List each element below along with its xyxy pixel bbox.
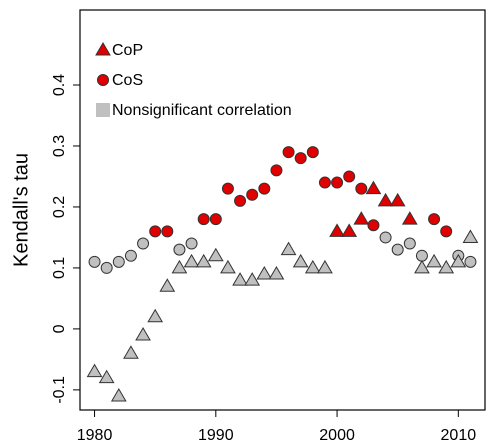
point [149, 225, 162, 238]
point [367, 219, 380, 232]
legend-label: CoP [112, 42, 143, 59]
point [428, 213, 441, 226]
point [426, 253, 442, 268]
point [246, 188, 259, 201]
point [234, 194, 247, 207]
point [268, 266, 285, 280]
point [161, 225, 174, 238]
point [112, 255, 125, 268]
point [123, 345, 139, 359]
point [379, 231, 392, 244]
point [280, 241, 297, 256]
legend-label: Nonsignificant correlation [112, 102, 292, 119]
point [438, 259, 455, 274]
point [440, 225, 453, 238]
point [343, 170, 356, 183]
y-tick-label: 0.2 [51, 196, 68, 218]
point [220, 259, 236, 274]
point [353, 211, 370, 225]
legend-marker [97, 74, 109, 86]
point [355, 182, 368, 195]
point [183, 253, 200, 268]
point [110, 387, 127, 402]
point [377, 192, 394, 207]
y-tick-label: 0.4 [51, 74, 68, 96]
point [306, 146, 319, 159]
point [292, 253, 309, 268]
point [341, 223, 358, 237]
point [86, 363, 103, 378]
point [137, 237, 150, 250]
point [256, 266, 273, 280]
y-tick-label: 0.3 [51, 135, 68, 157]
point [98, 369, 115, 384]
y-tick-label: 0 [51, 324, 68, 333]
y-tick-label: -0.1 [51, 376, 68, 404]
plot-frame [79, 9, 486, 411]
point [317, 259, 333, 274]
point [331, 176, 344, 189]
legend-label: CoS [112, 72, 143, 89]
y-tick-label: 0.1 [51, 257, 68, 279]
point [282, 146, 295, 159]
point [147, 308, 164, 323]
point [304, 259, 321, 274]
point [258, 182, 271, 195]
x-tick-label: 2000 [319, 427, 355, 444]
point [124, 249, 137, 262]
point [159, 278, 176, 292]
x-tick-label: 2010 [441, 427, 477, 444]
point [244, 272, 261, 286]
x-tick-label: 1990 [198, 427, 234, 444]
point [414, 259, 430, 274]
point [365, 180, 382, 195]
point [270, 164, 283, 177]
point [318, 176, 331, 189]
point [415, 249, 428, 262]
point [462, 229, 479, 243]
point [197, 213, 210, 226]
point [329, 223, 345, 237]
point [171, 259, 188, 274]
point [389, 192, 406, 207]
point [403, 237, 416, 250]
legend-marker [96, 103, 110, 117]
y-axis-label: Kendall's tau [10, 153, 32, 267]
point [232, 272, 248, 286]
point [221, 182, 234, 195]
point [135, 327, 151, 341]
point [195, 253, 212, 268]
point [209, 213, 222, 226]
point [294, 152, 307, 165]
point [464, 255, 477, 268]
x-tick-label: 1980 [77, 427, 113, 444]
point [173, 243, 186, 256]
point [450, 253, 467, 268]
point [100, 261, 113, 274]
point [185, 237, 198, 250]
point [88, 255, 101, 268]
point [401, 211, 418, 225]
point [391, 243, 404, 256]
point [207, 247, 224, 262]
legend-marker [95, 42, 111, 56]
